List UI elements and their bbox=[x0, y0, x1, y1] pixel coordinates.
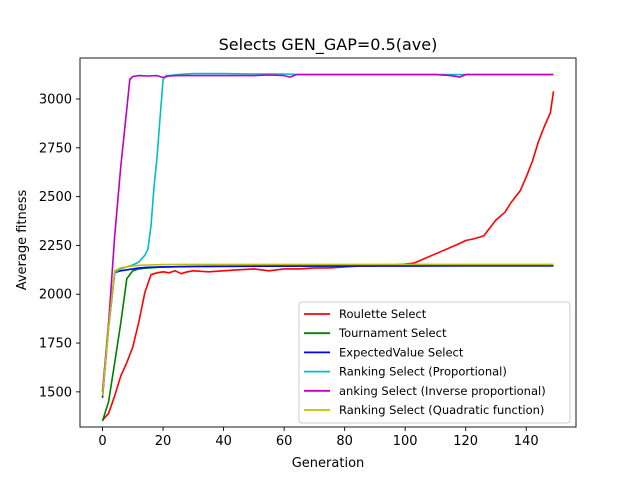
legend-entry-2: ExpectedValue Select bbox=[339, 345, 464, 359]
chart-title: Selects GEN_GAP=0.5(ave) bbox=[219, 35, 438, 55]
y-tick-label: 2750 bbox=[39, 141, 72, 156]
legend-entry-4: anking Select (Inverse proportional) bbox=[339, 384, 546, 398]
legend-box bbox=[298, 301, 571, 424]
y-tick-label: 2250 bbox=[39, 239, 72, 254]
y-axis-label: Average fitness bbox=[15, 189, 30, 290]
axes: 0 20 40 60 80 100 120 140 1500 1750 2000 2250 2500 27… bbox=[39, 57, 577, 449]
plot-area bbox=[101, 72, 555, 422]
series-line-5 bbox=[101, 263, 554, 396]
x-tick-label: 140 bbox=[514, 434, 539, 449]
legend: Roulette Select Tournament Select Expected… bbox=[298, 301, 571, 424]
plot-frame bbox=[79, 57, 577, 428]
y-tick-label: 2500 bbox=[39, 190, 72, 205]
x-tick-label: 40 bbox=[215, 434, 232, 449]
legend-entry-1: Tournament Select bbox=[338, 326, 447, 340]
y-tick-label: 2000 bbox=[39, 288, 72, 303]
x-tick-label: 100 bbox=[393, 434, 418, 449]
y-tick-label: 1750 bbox=[39, 337, 72, 352]
x-tick-label: 120 bbox=[453, 434, 478, 449]
legend-entry-0: Roulette Select bbox=[339, 307, 427, 321]
series-line-0 bbox=[101, 91, 555, 421]
series-line-2 bbox=[101, 264, 554, 398]
x-tick-label: 20 bbox=[155, 434, 172, 449]
series-line-4 bbox=[101, 73, 554, 392]
y-tick-label: 1500 bbox=[39, 385, 72, 400]
legend-entry-5: Ranking Select (Quadratic function) bbox=[339, 403, 544, 417]
x-tick-label: 0 bbox=[98, 434, 106, 449]
x-tick-label: 80 bbox=[336, 434, 353, 449]
x-axis-label: Generation bbox=[292, 456, 365, 471]
x-tick-label: 60 bbox=[276, 434, 293, 449]
legend-entry-3: Ranking Select (Proportional) bbox=[339, 365, 507, 379]
y-tick-label: 3000 bbox=[39, 93, 72, 108]
